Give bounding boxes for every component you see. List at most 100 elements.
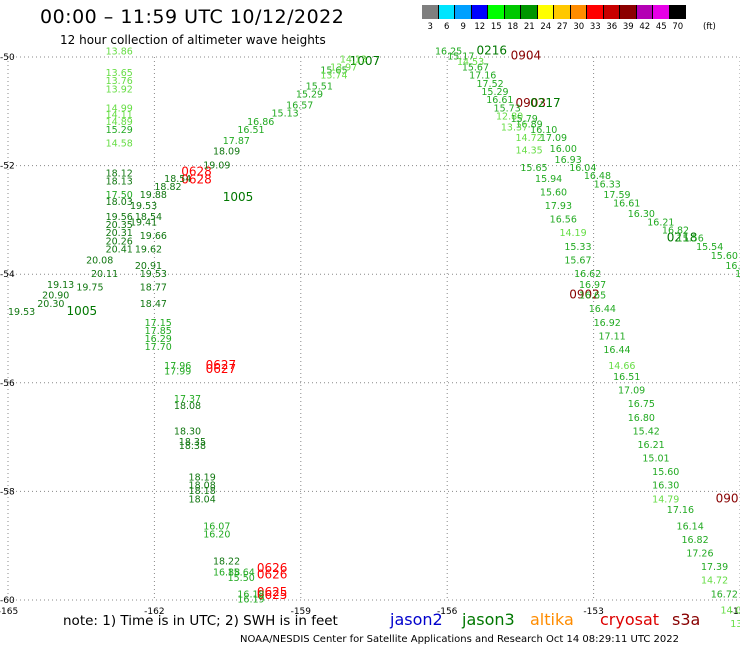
wave-height-label: 14.53	[457, 57, 484, 68]
pass-time-label: 0627	[206, 362, 237, 376]
wave-height-label: 16.93	[555, 155, 582, 166]
credit-line: NOAA/NESDIS Center for Satellite Applica…	[240, 634, 679, 645]
wave-height-label: 15.80	[735, 269, 740, 280]
wave-height-label: 14.35	[516, 146, 543, 157]
wave-height-label: 14.89	[106, 117, 133, 128]
wave-height-label: 16.29	[725, 261, 740, 272]
wave-height-label: 15.64	[228, 568, 255, 579]
wave-height-label: 19.41	[130, 217, 157, 228]
wave-height-label: 18.38	[179, 441, 206, 452]
color-scale-label: 45	[655, 22, 667, 32]
x-tick-label: -159	[291, 607, 312, 617]
wave-height-label: 16.20	[203, 530, 230, 541]
wave-height-label: 16.30	[628, 209, 655, 220]
color-scale-cell	[438, 5, 455, 19]
x-tick-label: -156	[437, 607, 458, 617]
wave-height-label: 16.57	[286, 101, 313, 112]
wave-height-label: 15.94	[535, 174, 562, 185]
wave-height-label: 20.26	[106, 236, 133, 247]
color-scale-label: 30	[573, 22, 585, 32]
pass-time-label: 0217	[530, 96, 561, 110]
wave-height-label: 20.91	[135, 261, 162, 272]
wave-height-label: 15.17	[447, 52, 474, 63]
wave-height-label: 19.53	[140, 269, 167, 280]
color-scale-label: 39	[622, 22, 634, 32]
wave-height-label: 17.93	[545, 201, 572, 212]
wave-height-label: 16.48	[584, 171, 611, 182]
wave-height-label: 20.30	[37, 299, 64, 310]
wave-height-label: 16.44	[603, 345, 630, 356]
wave-height-label: 16.88	[213, 568, 240, 579]
x-tick-label: -162	[144, 607, 164, 617]
wave-height-label: 17.26	[686, 549, 713, 560]
wave-height-label: 19.75	[76, 282, 103, 293]
pass-time-label: 0216	[476, 43, 507, 57]
wave-height-label: 18.09	[213, 147, 240, 158]
satellite-legend-altika: altika	[530, 610, 574, 629]
wave-height-label: 20.08	[86, 255, 113, 266]
y-tick-label: -54	[0, 270, 15, 280]
wave-height-label: 20.41	[106, 244, 133, 255]
color-scale-cell	[653, 5, 670, 19]
wave-height-label: 16.44	[589, 304, 616, 315]
wave-height-label: 14.13	[340, 54, 367, 65]
wave-height-label: 18.04	[189, 494, 216, 505]
wave-height-label: 15.01	[642, 454, 669, 465]
wave-height-label: 14.04	[720, 606, 740, 617]
wave-height-label: 13.76	[106, 76, 133, 87]
wave-height-label: 14.99	[106, 103, 133, 114]
color-scale-cell	[521, 5, 538, 19]
wave-height-label: 16.21	[638, 440, 665, 451]
wave-height-label: 15.51	[306, 82, 333, 93]
wave-height-label: 17.59	[603, 190, 630, 201]
wave-height-label: 16.14	[677, 521, 704, 532]
wave-height-label: 16.82	[681, 535, 708, 546]
wave-height-label: 17.96	[164, 361, 191, 372]
wave-height-label: 13.86	[106, 46, 133, 57]
wave-height-label: 13.37	[501, 122, 528, 133]
color-scale-labels: 3 6 9 12 15 18 21 24 27 30 33 36 39 42 45 70	[422, 22, 686, 32]
color-scale-cell	[488, 5, 505, 19]
page-title: 00:00 – 11:59 UTC 10/12/2022	[40, 6, 345, 28]
wave-height-label: 19.56	[106, 212, 133, 223]
wave-height-label: 15.73	[494, 103, 521, 114]
wave-height-label: 16.97	[579, 280, 606, 291]
wave-height-label: 17.16	[667, 505, 694, 516]
wave-height-label: 17.37	[174, 394, 201, 405]
wave-height-label: 15.50	[228, 573, 255, 584]
wave-height-label: 16.61	[486, 95, 513, 106]
wave-height-label: 17.39	[701, 562, 728, 573]
wave-height-label: 17.11	[598, 331, 625, 342]
wave-height-label: 14.72	[516, 133, 543, 144]
wave-height-label: 15.79	[511, 114, 538, 125]
x-tick-label: -165	[0, 607, 18, 617]
wave-height-label: 17.50	[106, 190, 133, 201]
wave-height-label: 15.65	[320, 65, 347, 76]
wave-height-label: 19.13	[47, 280, 74, 291]
wave-height-label: 20.90	[42, 291, 69, 302]
color-scale-cell	[554, 5, 571, 19]
color-scale-cell	[669, 5, 686, 19]
wave-height-label: 18.03	[106, 197, 133, 208]
wave-height-label: 15.60	[711, 251, 738, 262]
wave-height-label: 18.12	[106, 168, 133, 179]
pass-time-label: 0625	[257, 588, 288, 602]
pass-time-label: 0218	[667, 231, 698, 245]
y-tick-label: -56	[0, 379, 15, 389]
wave-height-label: 17.09	[540, 133, 567, 144]
pass-time-label: 0625	[257, 585, 288, 599]
color-scale-label: 21	[523, 22, 535, 32]
wave-height-label: 14.72	[701, 576, 728, 587]
wave-height-label: 17.85	[145, 326, 172, 337]
wave-height-label: 16.75	[628, 399, 655, 410]
color-scale-cell	[603, 5, 620, 19]
pass-time-label: 0904	[511, 49, 542, 63]
x-tick-label: -150	[730, 607, 740, 617]
pass-time-label: 0903	[516, 96, 547, 110]
wave-height-label: 19.62	[135, 244, 162, 255]
wave-height-label: 16.19	[237, 595, 264, 606]
wave-height-label: 16.80	[628, 413, 655, 424]
wave-height-label: 18.22	[213, 557, 240, 568]
wave-height-label: 18.18	[189, 486, 216, 497]
